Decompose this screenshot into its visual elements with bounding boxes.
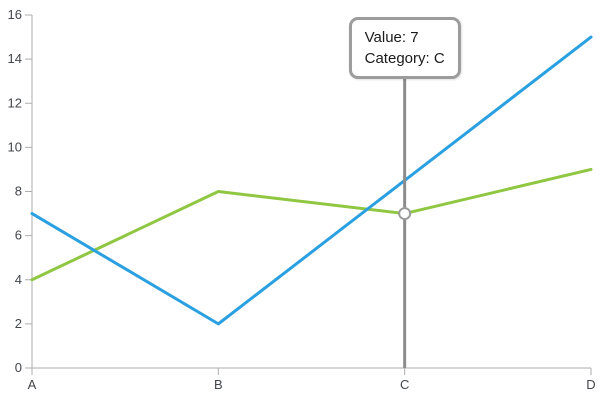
- x-axis-label: C: [400, 377, 409, 392]
- y-axis-label: 8: [15, 184, 22, 199]
- y-axis-label: 4: [15, 272, 22, 287]
- green-series-line[interactable]: [30, 167, 593, 282]
- trackball-marker[interactable]: [398, 207, 412, 221]
- y-axis-label: 10: [8, 139, 22, 154]
- y-axis-label: 16: [8, 7, 22, 22]
- y-axis-label: 12: [8, 95, 22, 110]
- tooltip-category-text: Category: C: [364, 50, 445, 67]
- x-axis-label: B: [214, 377, 223, 392]
- tooltip-value-text: Value: 7: [364, 29, 419, 46]
- x-axis-label: A: [28, 377, 37, 392]
- blue-series-line[interactable]: [30, 35, 593, 326]
- y-axis-label: 14: [8, 51, 22, 66]
- y-axis-label: 0: [15, 360, 22, 375]
- x-axis-label: D: [586, 377, 595, 392]
- trackball-tooltip: Value: 7 Category: C: [348, 17, 461, 79]
- y-axis-label: 2: [15, 316, 22, 331]
- y-axis-label: 6: [15, 228, 22, 243]
